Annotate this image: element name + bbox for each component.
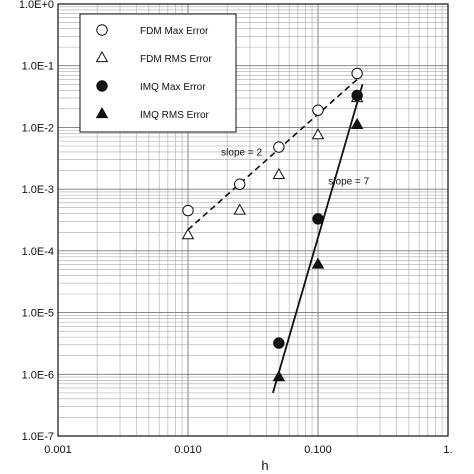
data-point (311, 128, 325, 140)
legend-label: IMQ RMS Error (140, 110, 210, 121)
annotations: slope = 2 slope = 7 (221, 148, 369, 188)
data-points (181, 67, 364, 382)
legend-marker (96, 24, 108, 36)
y-tick-label: 1.0E+0 (19, 0, 54, 11)
data-point (234, 178, 246, 190)
x-tick-label: 0.001 (44, 444, 72, 456)
legend-label: IMQ Max Error (140, 82, 206, 93)
y-tick-label: 1.0E-5 (22, 308, 54, 320)
legend: FDM Max Error FDM RMS Error IMQ Max Error I… (79, 13, 237, 133)
y-tick-label: 1.0E-4 (22, 246, 54, 258)
slope-annotation: slope = 2 (221, 148, 262, 159)
data-point (312, 213, 324, 225)
data-point (351, 89, 363, 102)
legend-marker (95, 50, 109, 63)
data-point (312, 104, 324, 116)
data-point (351, 67, 363, 80)
legend-label: FDM Max Error (140, 26, 209, 37)
fit-lines (187, 78, 364, 394)
y-tick-label: 1.0E-3 (22, 184, 54, 196)
series-3 (273, 89, 363, 349)
series-1 (182, 67, 363, 217)
data-point (273, 337, 285, 349)
data-point (181, 228, 195, 240)
y-tick-label: 1.0E-6 (22, 369, 54, 381)
series-4 (272, 117, 364, 382)
data-point (273, 141, 285, 153)
slope-2-fit-line (187, 78, 358, 231)
x-tick-label: 0.010 (174, 444, 202, 456)
legend-marker (96, 80, 108, 92)
x-axis-title: h (261, 458, 268, 473)
data-point (311, 257, 325, 269)
plot-frame (57, 3, 449, 437)
data-point (182, 204, 194, 217)
data-point (272, 167, 286, 180)
x-tick-label: 1. (443, 444, 452, 456)
slope-7-fit-line (272, 84, 364, 394)
y-tick-label: 1.0E-2 (22, 122, 54, 134)
legend-marker (95, 106, 109, 119)
legend-label: FDM RMS Error (140, 54, 212, 65)
data-point (272, 370, 286, 382)
data-point (350, 117, 364, 129)
y-tick-label: 1.0E-7 (22, 431, 54, 443)
data-point (233, 203, 246, 215)
y-tick-label: 1.0E-1 (22, 61, 54, 73)
tick-labels: 0.001 0.010 0.100 1. 1.0E+0 1.0E-1 1.0E-2 1.0E-… (19, 0, 453, 456)
slope-annotation: slope = 7 (328, 176, 369, 187)
x-tick-label: 0.100 (304, 444, 332, 456)
